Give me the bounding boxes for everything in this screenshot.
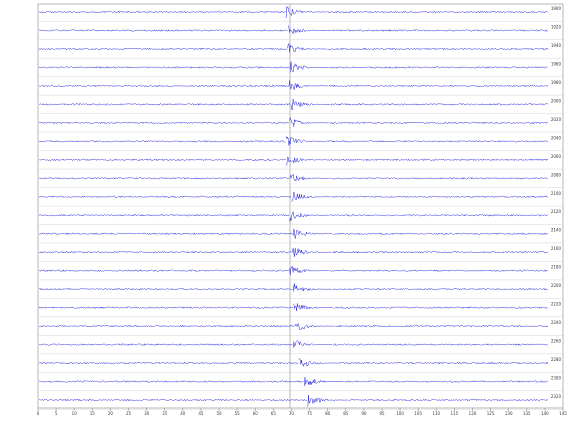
- x-tick-label: 135: [523, 411, 531, 416]
- trace-label: 2240: [551, 320, 562, 325]
- x-tick-label: 100: [396, 411, 404, 416]
- trace-event: [294, 323, 335, 331]
- trace-event: [291, 191, 331, 202]
- trace-event: [289, 117, 329, 127]
- trace-noise: [38, 176, 548, 180]
- trace-event: [286, 156, 327, 166]
- x-tick-label: 110: [432, 411, 440, 416]
- x-tick-label: 105: [414, 411, 422, 416]
- trace-label: 1940: [551, 43, 562, 48]
- trace-label: 2100: [551, 191, 562, 196]
- trace-label: 2040: [551, 135, 562, 140]
- trace-noise: [38, 361, 549, 365]
- x-tick-label: 65: [271, 411, 277, 416]
- trace-noise: [38, 47, 549, 51]
- x-tick-label: 30: [144, 411, 150, 416]
- trace-event: [290, 173, 330, 182]
- x-tick-label: 50: [216, 411, 222, 416]
- x-tick-label: 60: [253, 411, 259, 416]
- trace-noise: [38, 269, 549, 273]
- trace-event: [292, 283, 333, 292]
- trace-event: [290, 98, 331, 111]
- x-tick-label: 25: [126, 411, 132, 416]
- trace-label: 2320: [551, 394, 562, 399]
- trace-event: [307, 395, 348, 407]
- trace-label: 2220: [551, 302, 562, 307]
- x-tick-label: 55: [235, 411, 241, 416]
- trace-noise: [38, 29, 548, 32]
- trace-noise: [38, 195, 549, 199]
- trace-label: 2060: [551, 154, 562, 159]
- x-tick-label: 15: [90, 411, 96, 416]
- trace-noise: [38, 324, 549, 328]
- x-tick-label: 145: [559, 411, 567, 416]
- x-tick-label: 140: [541, 411, 549, 416]
- trace-noise: [38, 158, 548, 162]
- trace-label: 2300: [551, 376, 562, 381]
- trace-event: [304, 377, 344, 387]
- trace-event: [292, 340, 333, 349]
- trace-noise: [38, 65, 549, 69]
- trace-label: 1980: [551, 80, 562, 85]
- trace-event: [292, 228, 333, 239]
- trace-noise: [38, 10, 549, 14]
- trace-noise: [38, 287, 548, 291]
- x-tick-label: 75: [307, 411, 313, 416]
- trace-label: 2140: [551, 228, 562, 233]
- trace-noise: [38, 84, 549, 88]
- trace-label: 2200: [551, 283, 562, 288]
- trace-label: 2260: [551, 339, 562, 344]
- trace-label: 2160: [551, 246, 562, 251]
- trace-event: [287, 25, 328, 35]
- x-tick-label: 5: [55, 411, 58, 416]
- x-tick-label: 35: [162, 411, 168, 416]
- trace-noise: [38, 306, 548, 309]
- trace-event: [287, 42, 327, 53]
- x-tick-label: 95: [379, 411, 385, 416]
- x-tick-label: 10: [72, 411, 78, 416]
- x-tick-label: 90: [361, 411, 367, 416]
- trace-noise: [38, 103, 548, 106]
- trace-noise: [38, 140, 549, 143]
- trace-event: [285, 136, 326, 146]
- trace-noise: [38, 250, 548, 254]
- trace-event: [293, 303, 334, 311]
- trace-noise: [38, 121, 549, 125]
- trace-noise: [38, 398, 549, 402]
- trace-event: [290, 61, 330, 73]
- trace-label: 1900: [551, 6, 562, 11]
- trace-event: [288, 80, 329, 91]
- x-tick-label: 80: [325, 411, 331, 416]
- trace-label: 1920: [551, 24, 562, 29]
- x-tick-label: 0: [37, 411, 40, 416]
- trace-label: 2020: [551, 117, 562, 122]
- trace-event: [289, 265, 329, 276]
- x-tick-label: 20: [108, 411, 114, 416]
- trace-label: 2120: [551, 209, 562, 214]
- x-tick-label: 115: [451, 411, 459, 416]
- x-tick-label: 45: [198, 411, 204, 416]
- x-tick-label: 125: [487, 411, 495, 416]
- x-tick-label: 120: [469, 411, 477, 416]
- trace-noise: [39, 380, 548, 383]
- x-tick-label: 70: [289, 411, 295, 416]
- trace-noise: [38, 343, 549, 346]
- x-tick-label: 130: [505, 411, 513, 416]
- trace-label: 2000: [551, 98, 562, 103]
- trace-event: [285, 6, 326, 19]
- trace-label: 2180: [551, 265, 562, 270]
- trace-label: 2080: [551, 172, 562, 177]
- x-tick-label: 40: [180, 411, 186, 416]
- trace-event: [298, 357, 339, 368]
- trace-event: [289, 211, 329, 222]
- trace-label: 2280: [551, 357, 562, 362]
- trace-label: 1960: [551, 61, 562, 66]
- trace-noise: [38, 232, 548, 236]
- trace-event: [292, 247, 332, 257]
- trace-noise: [38, 213, 549, 217]
- x-tick-label: 85: [343, 411, 349, 416]
